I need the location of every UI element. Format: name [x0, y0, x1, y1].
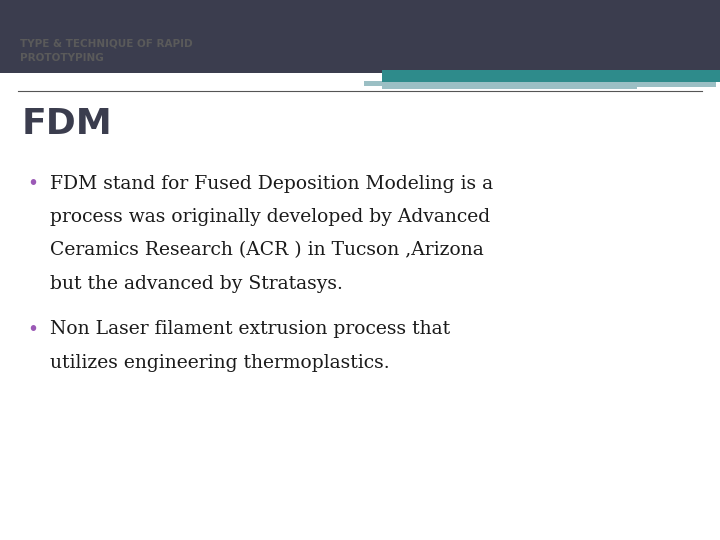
Bar	[382, 82, 637, 89]
Text: TYPE & TECHNIQUE OF RAPID: TYPE & TECHNIQUE OF RAPID	[20, 38, 193, 48]
Bar	[0, 0, 720, 73]
Text: but the advanced by Stratasys.: but the advanced by Stratasys.	[50, 275, 343, 293]
Text: •: •	[27, 174, 38, 193]
Text: FDM: FDM	[22, 107, 112, 141]
Text: FDM stand for Fused Deposition Modeling is a: FDM stand for Fused Deposition Modeling …	[50, 174, 493, 193]
Text: PROTOTYPING: PROTOTYPING	[20, 53, 104, 63]
Bar	[364, 81, 382, 86]
Bar	[382, 70, 720, 82]
Text: process was originally developed by Advanced: process was originally developed by Adva…	[50, 208, 490, 226]
Text: •: •	[27, 320, 38, 339]
Text: utilizes engineering thermoplastics.: utilizes engineering thermoplastics.	[50, 354, 390, 372]
Text: Non Laser filament extrusion process that: Non Laser filament extrusion process tha…	[50, 320, 451, 339]
Text: Ceramics Research (ACR ) in Tucson ,Arizona: Ceramics Research (ACR ) in Tucson ,Ariz…	[50, 241, 484, 260]
Bar	[637, 82, 716, 87]
